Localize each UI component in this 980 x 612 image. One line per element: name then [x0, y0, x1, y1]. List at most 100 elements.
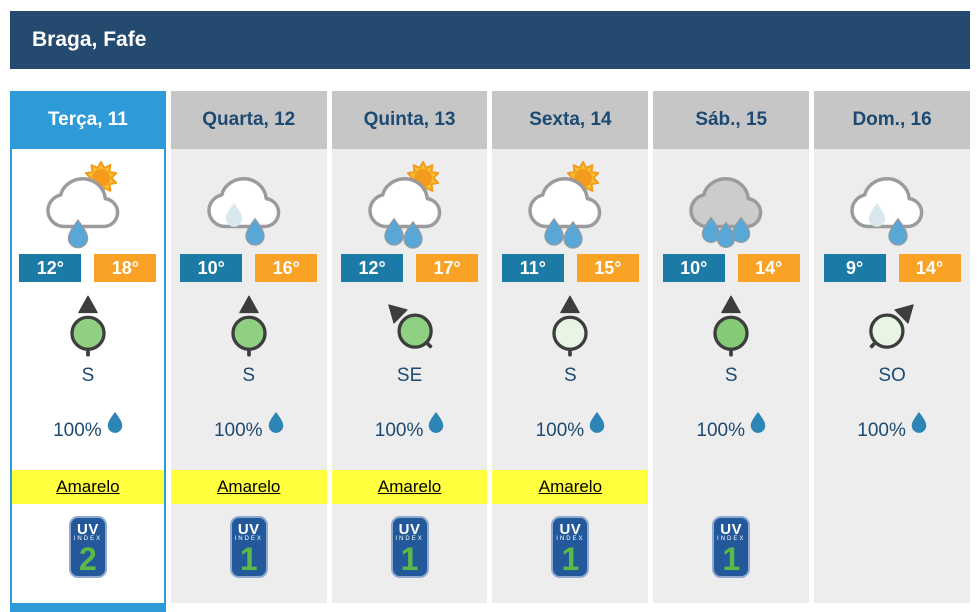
precipitation: 100% — [857, 410, 927, 450]
day-column: Terça, 11 12° 18° S 100% Amarelo UV INDEX… — [10, 91, 166, 612]
uv-index-word: INDEX — [234, 536, 263, 542]
uv-index-word: INDEX — [395, 536, 424, 542]
day-tab[interactable]: Quinta, 13 — [331, 91, 488, 149]
warning-slot: Amarelo — [12, 470, 164, 504]
precipitation-value: 100% — [535, 420, 585, 441]
day-label: Sáb., 15 — [695, 109, 768, 130]
temperature-row: 9° 14° — [823, 254, 961, 282]
max-temp-badge: 17° — [416, 254, 479, 282]
temperature-row: 10° 16° — [180, 254, 318, 282]
raindrop-icon — [268, 411, 284, 438]
max-temp-badge: 14° — [737, 254, 800, 282]
precipitation: 100% — [214, 410, 284, 450]
day-forecast-body: 11° 15° S 100% Amarelo UV INDEX 1 — [492, 149, 649, 603]
uv-word: UV — [559, 521, 582, 538]
day-forecast-body: 10° 14° S 100% UV INDEX 1 — [653, 149, 810, 603]
uv-word: UV — [237, 521, 260, 538]
precipitation-value: 100% — [374, 420, 424, 441]
warning-label: Amarelo — [538, 477, 603, 496]
max-temp-badge: 14° — [898, 254, 961, 282]
uv-index-badge: UV INDEX 1 — [551, 516, 590, 578]
wind-direction-icon — [226, 295, 272, 357]
day-forecast-body: 10° 16° S 100% Amarelo UV INDEX 1 — [170, 149, 327, 603]
uv-index-value: 1 — [561, 541, 580, 577]
day-tab[interactable]: Quarta, 12 — [170, 91, 327, 149]
raindrop-icon — [589, 411, 605, 438]
day-forecast-body: 12° 18° S 100% Amarelo UV INDEX 2 — [10, 149, 166, 603]
wind-direction-icon — [869, 296, 915, 356]
warning-slot — [814, 470, 970, 504]
wind-direction-label: S — [81, 365, 95, 386]
raindrop-icon — [911, 411, 927, 438]
uv-index-value: 1 — [722, 541, 741, 577]
wind-direction-icon — [547, 295, 593, 357]
cloud-light-drop-icon — [848, 149, 936, 254]
min-temp-badge: 12° — [19, 254, 82, 282]
sun-cloud-2drops-icon — [526, 149, 614, 254]
location-header: Braga, Fafe — [10, 11, 970, 69]
wind-direction-label: SO — [878, 365, 906, 386]
uv-index-badge: UV INDEX 1 — [390, 516, 429, 578]
day-tab[interactable]: Sexta, 14 — [492, 91, 649, 149]
day-column: Sáb., 15 10° 14° S 100% UV INDEX 1 — [653, 91, 810, 612]
warning-amarelo-link[interactable]: Amarelo — [170, 470, 327, 504]
sun-cloud-1drop-icon — [44, 149, 132, 254]
wind-direction-label: S — [564, 365, 577, 386]
wind-direction-icon — [708, 295, 754, 357]
precipitation-value: 100% — [696, 420, 746, 441]
warning-label: Amarelo — [56, 477, 120, 496]
warning-slot: Amarelo — [331, 470, 488, 504]
raindrop-icon — [750, 411, 766, 438]
forecast-days-row: Terça, 11 12° 18° S 100% Amarelo UV INDEX… — [10, 91, 970, 612]
temperature-row: 11° 15° — [501, 254, 639, 282]
day-tab[interactable]: Dom., 16 — [814, 91, 970, 149]
precipitation: 100% — [696, 410, 766, 450]
precipitation-value: 100% — [857, 420, 906, 441]
min-temp-badge: 10° — [180, 254, 243, 282]
day-label: Sexta, 14 — [529, 109, 612, 130]
warning-label: Amarelo — [217, 477, 281, 496]
uv-index-value: 2 — [79, 541, 97, 577]
warning-amarelo-link[interactable]: Amarelo — [331, 470, 488, 504]
uv-slot: UV INDEX 1 — [229, 516, 268, 580]
temperature-row: 10° 14° — [662, 254, 800, 282]
uv-index-badge: UV INDEX 1 — [229, 516, 268, 578]
active-day-indicator — [10, 603, 166, 612]
min-temp-badge: 11° — [501, 254, 564, 282]
precipitation: 100% — [375, 410, 445, 450]
uv-index-value: 1 — [239, 541, 258, 577]
temperature-row: 12° 17° — [341, 254, 479, 282]
day-tab[interactable]: Terça, 11 — [10, 91, 166, 149]
temperature-row: 12° 18° — [19, 254, 157, 282]
day-forecast-body: 12° 17° SE 100% Amarelo UV INDEX 1 — [331, 149, 488, 603]
precipitation-value: 100% — [213, 420, 263, 441]
day-column: Dom., 16 9° 14° SO 100% — [814, 91, 970, 612]
warning-amarelo-link[interactable]: Amarelo — [12, 470, 164, 504]
day-label: Quarta, 12 — [202, 109, 296, 130]
wind-direction-icon — [387, 296, 433, 356]
raindrop-icon — [107, 411, 123, 438]
uv-slot: UV INDEX 1 — [551, 516, 590, 580]
warning-label: Amarelo — [377, 477, 442, 496]
day-tab[interactable]: Sáb., 15 — [653, 91, 810, 149]
wind-direction-label: S — [242, 365, 256, 386]
min-temp-badge: 9° — [823, 254, 886, 282]
uv-index-badge: UV INDEX 2 — [68, 516, 107, 578]
uv-index-value: 1 — [400, 541, 419, 577]
uv-slot: UV INDEX 1 — [390, 516, 429, 580]
max-temp-badge: 16° — [255, 254, 318, 282]
uv-index-badge: UV INDEX 1 — [712, 516, 751, 578]
uv-index-word: INDEX — [73, 536, 103, 542]
warning-slot — [653, 470, 809, 504]
sun-cloud-2drops-icon — [366, 149, 454, 254]
day-label: Terça, 11 — [47, 109, 128, 130]
location-title: Braga, Fafe — [32, 28, 147, 51]
precipitation: 100% — [536, 410, 606, 450]
day-label: Dom., 16 — [852, 109, 932, 130]
warning-amarelo-link[interactable]: Amarelo — [492, 470, 649, 504]
day-forecast-body: 9° 14° SO 100% — [814, 149, 970, 603]
wind-direction-icon — [65, 295, 111, 357]
precipitation: 100% — [53, 410, 123, 450]
warning-slot: Amarelo — [170, 470, 327, 504]
uv-slot: UV INDEX 2 — [68, 516, 107, 580]
